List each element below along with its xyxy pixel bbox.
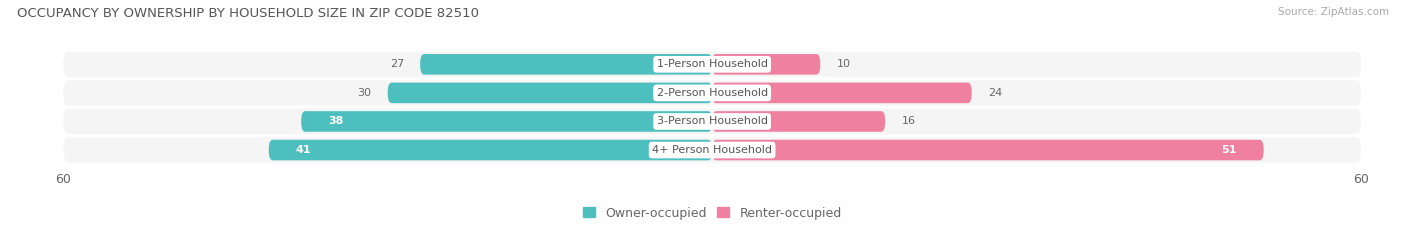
- FancyBboxPatch shape: [269, 140, 713, 160]
- FancyBboxPatch shape: [420, 54, 713, 75]
- Text: Source: ZipAtlas.com: Source: ZipAtlas.com: [1278, 7, 1389, 17]
- FancyBboxPatch shape: [301, 111, 713, 132]
- FancyBboxPatch shape: [63, 52, 1361, 77]
- FancyBboxPatch shape: [713, 83, 972, 103]
- FancyBboxPatch shape: [63, 109, 1361, 134]
- FancyBboxPatch shape: [713, 111, 886, 132]
- Text: OCCUPANCY BY OWNERSHIP BY HOUSEHOLD SIZE IN ZIP CODE 82510: OCCUPANCY BY OWNERSHIP BY HOUSEHOLD SIZE…: [17, 7, 479, 20]
- Text: 30: 30: [357, 88, 371, 98]
- Text: 2-Person Household: 2-Person Household: [657, 88, 768, 98]
- Text: 16: 16: [901, 116, 915, 127]
- Text: 27: 27: [389, 59, 404, 69]
- Text: 10: 10: [837, 59, 851, 69]
- Text: 3-Person Household: 3-Person Household: [657, 116, 768, 127]
- FancyBboxPatch shape: [713, 140, 1264, 160]
- FancyBboxPatch shape: [63, 137, 1361, 163]
- Text: 24: 24: [988, 88, 1002, 98]
- Text: 38: 38: [328, 116, 343, 127]
- Text: 51: 51: [1222, 145, 1237, 155]
- Legend: Owner-occupied, Renter-occupied: Owner-occupied, Renter-occupied: [578, 202, 846, 225]
- Text: 1-Person Household: 1-Person Household: [657, 59, 768, 69]
- FancyBboxPatch shape: [63, 80, 1361, 106]
- FancyBboxPatch shape: [713, 54, 820, 75]
- Text: 4+ Person Household: 4+ Person Household: [652, 145, 772, 155]
- FancyBboxPatch shape: [388, 83, 713, 103]
- Text: 41: 41: [295, 145, 311, 155]
